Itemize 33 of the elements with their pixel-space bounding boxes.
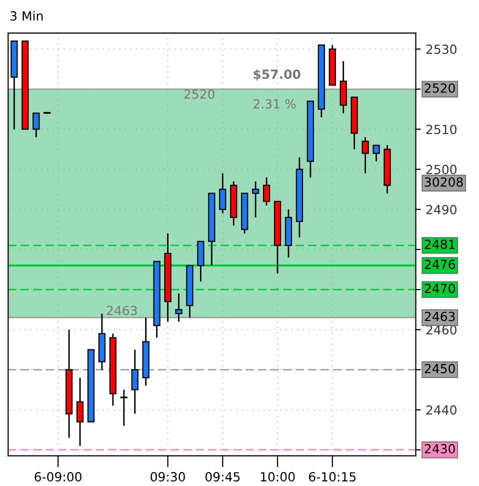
ref-line-label: 2430 (424, 444, 455, 454)
x-tick-label: 09:45 (205, 472, 240, 482)
y-tick-label: 2510 (426, 124, 456, 134)
annotation: 2463 (106, 306, 137, 316)
candlestick (219, 172, 226, 214)
ref-line-label: 2481 (424, 240, 455, 250)
ref-line-label: 2520 (424, 83, 455, 93)
candlestick (32, 112, 40, 138)
y-tick-label: 2440 (426, 405, 456, 415)
candlestick (120, 389, 128, 427)
x-tick-label: 09:30 (150, 472, 185, 482)
y-tick-label: 2530 (426, 44, 456, 54)
y-tick-label: 2490 (426, 204, 456, 214)
candlestick (252, 180, 260, 218)
annotation: 2.31 % (254, 99, 296, 109)
ref-line-label: 2450 (424, 364, 455, 374)
candlestick (175, 292, 182, 322)
x-tick-label: 6-09:00 (34, 472, 82, 482)
candlestick (262, 176, 270, 206)
ref-line-label: 2470 (424, 284, 455, 294)
annotation: $57.00 (254, 69, 300, 81)
candlestick (76, 377, 84, 447)
candlestick (372, 144, 380, 162)
candlestick (362, 136, 369, 174)
candlestick (131, 348, 138, 414)
text: 30208 (424, 177, 463, 187)
ref-line-label: 2476 (424, 260, 455, 270)
x-tick-label: 6-10:15 (309, 472, 356, 482)
chart-title: 3 Min (10, 10, 43, 21)
x-tick-label: 10:00 (260, 472, 295, 482)
annotation: 2520 (184, 89, 214, 99)
y-tick-label: 2500 (426, 164, 456, 174)
ref-line-label: 2463 (424, 312, 455, 322)
